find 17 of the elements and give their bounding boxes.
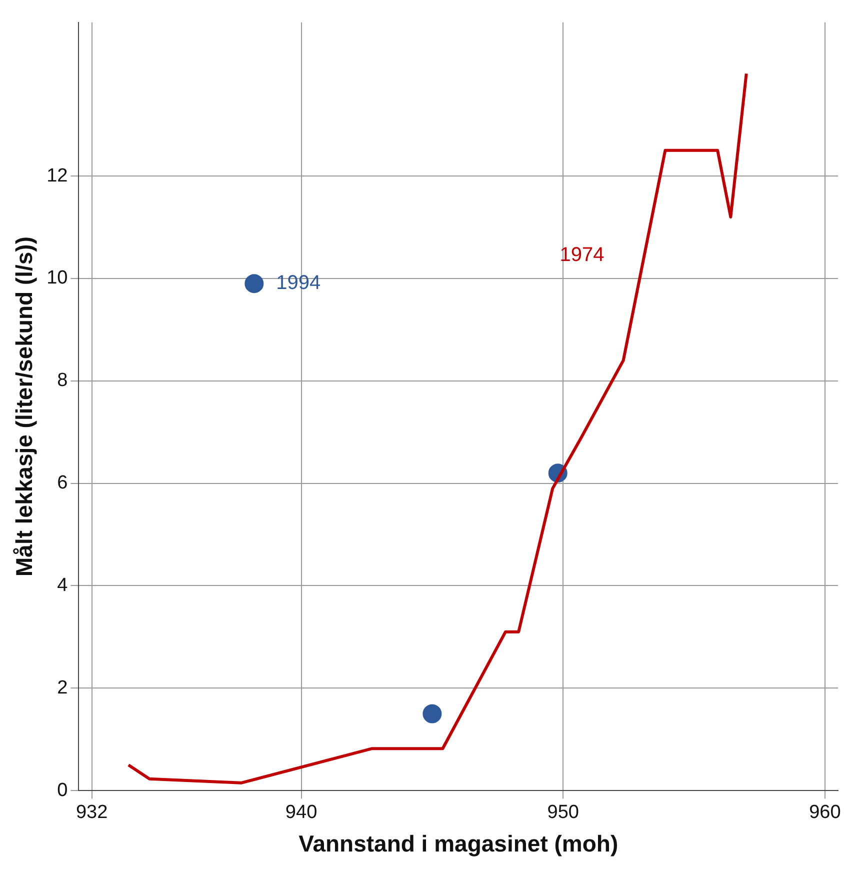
x-axis-title: Vannstand i magasinet (moh)	[298, 830, 618, 857]
x-tick-label: 950	[547, 802, 579, 824]
point	[422, 704, 442, 724]
x-tick-label: 960	[809, 802, 841, 824]
x-tick-label: 932	[76, 802, 108, 824]
x-tick-label: 940	[285, 802, 318, 824]
series-label: 1974	[560, 244, 604, 266]
y-tick-label: 6	[57, 472, 68, 494]
y-tick-label: 0	[57, 780, 68, 801]
y-axis-title: Målt lekkasje (liter/sekund (l/s))	[11, 236, 38, 577]
y-tick-label: 12	[46, 165, 68, 186]
y-tick-label: 10	[46, 268, 68, 289]
y-tick-label: 2	[57, 677, 68, 698]
y-tick-label: 4	[57, 574, 68, 596]
series-label: 1994	[276, 272, 321, 294]
point	[244, 274, 264, 294]
y-tick-label: 8	[57, 370, 68, 392]
